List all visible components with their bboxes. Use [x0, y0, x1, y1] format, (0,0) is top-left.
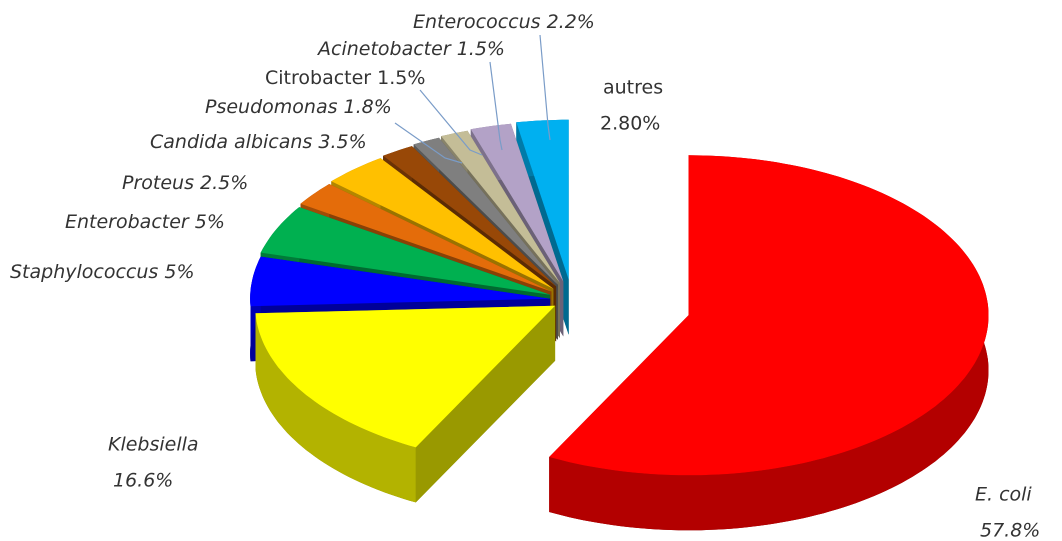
slice	[516, 119, 569, 280]
label-value: 2.5%	[200, 172, 248, 194]
slice	[260, 207, 551, 295]
label-name: Candida albicans	[150, 131, 312, 153]
leader-line	[539, 34, 551, 141]
label-name: Proteus	[122, 172, 194, 194]
leader-line	[489, 61, 503, 151]
label: Acinetobacter 1.5%	[316, 38, 505, 60]
label: Candida albicans 3.5%	[150, 131, 367, 153]
label-name: Acinetobacter	[316, 38, 452, 60]
slice-tops	[250, 119, 989, 476]
label: Pseudomonas 1.8%	[205, 96, 392, 118]
slice	[383, 146, 557, 287]
label: Enterococcus 2.2%	[413, 11, 595, 33]
label-value: 5%	[195, 211, 225, 233]
slice-side	[549, 155, 989, 531]
label: Enterobacter 5%	[65, 211, 225, 233]
label: Proteus 2.5%	[122, 172, 248, 194]
slice	[470, 123, 564, 282]
label-name: Klebsiella	[108, 434, 199, 456]
slice-side	[255, 313, 416, 503]
slice	[441, 130, 560, 283]
label-name: autres	[603, 77, 663, 99]
label-value: 2.2%	[547, 11, 595, 33]
label-value: 1.8%	[344, 96, 392, 118]
slice	[300, 184, 552, 292]
label-name: Enterococcus	[413, 11, 541, 33]
label-value: 1.5%	[457, 38, 505, 60]
slice	[413, 137, 558, 285]
label: Staphylococcus 5%	[10, 261, 195, 283]
leader-line	[394, 122, 463, 164]
labels: E. coli 57.8% Klebsiella 16.6% Staphylococcu…	[10, 11, 1040, 541]
label-name: Staphylococcus	[10, 261, 158, 283]
slice	[331, 158, 554, 289]
label-value: 3.5%	[318, 131, 366, 153]
label-value: 16.6%	[113, 470, 173, 492]
leader-lines	[394, 34, 551, 164]
leader-line	[419, 89, 483, 156]
label-name: Pseudomonas	[205, 96, 338, 118]
slice	[549, 155, 989, 476]
label-name: Citrobacter	[265, 67, 371, 89]
label-value: 57.8%	[980, 520, 1040, 541]
slice	[255, 305, 556, 448]
label-name: E. coli	[975, 484, 1032, 506]
label-value: 2.80%	[600, 113, 660, 135]
label-name: Enterobacter	[65, 211, 190, 233]
slice	[250, 256, 551, 307]
label-value: 5%	[164, 261, 194, 283]
label-value: 1.5%	[377, 67, 425, 89]
label: Citrobacter 1.5%	[265, 67, 425, 89]
